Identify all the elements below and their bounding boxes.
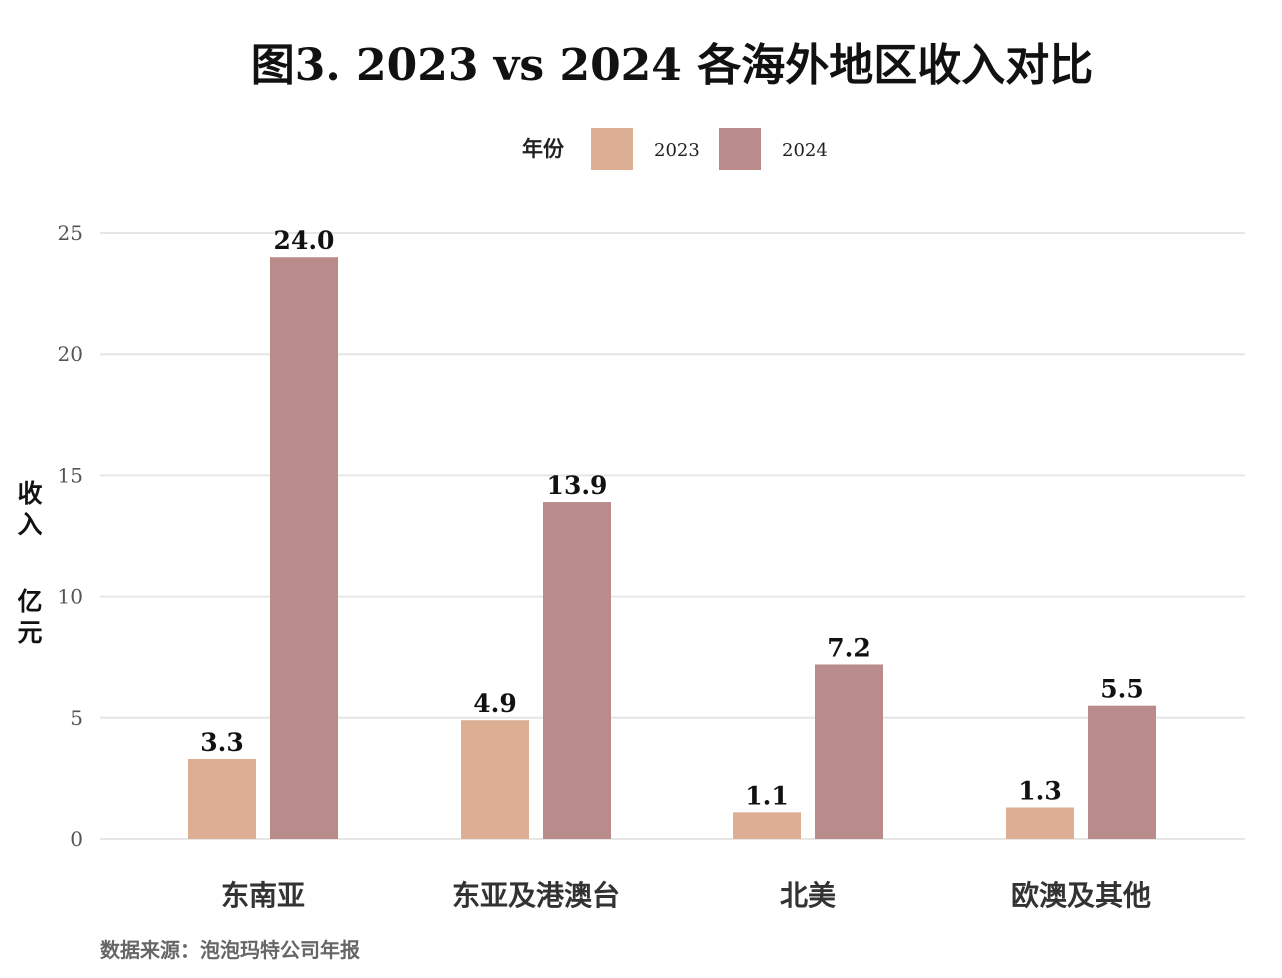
- data-label-2023-0: 3.3: [200, 728, 244, 757]
- chart-title: 图3. 2023 vs 2024 各海外地区收入对比: [251, 40, 1093, 91]
- data-labels: 3.3 4.9 1.1 1.3 24.0 13.9 7.2 5.5: [200, 226, 1144, 810]
- bar-2023-0: [188, 759, 256, 839]
- y-tick-label: 5: [70, 706, 83, 730]
- legend-title: 年份: [522, 136, 565, 161]
- bar-2024-0: [270, 257, 338, 839]
- y-axis-ticks: 0 5 10 15 20 25: [58, 221, 83, 851]
- legend-label-2023: 2023: [654, 140, 700, 161]
- legend-swatch-2024: [719, 128, 761, 170]
- data-label-2024-3: 5.5: [1100, 675, 1144, 704]
- y-tick-label: 15: [58, 463, 83, 487]
- y-axis-label-line-2: 亿元: [17, 587, 42, 647]
- data-label-2024-0: 24.0: [274, 226, 335, 255]
- data-label-2023-1: 4.9: [473, 689, 517, 718]
- y-tick-label: 0: [70, 827, 83, 851]
- x-tick-label: 东南亚: [221, 879, 305, 912]
- y-tick-label: 25: [58, 221, 83, 245]
- bar-2024-2: [815, 664, 883, 839]
- bars: [188, 257, 1156, 839]
- bar-2024-3: [1088, 705, 1156, 839]
- x-tick-label: 北美: [780, 879, 836, 912]
- x-axis-ticks: 东南亚 东亚及港澳台 北美 欧澳及其他: [221, 879, 1151, 912]
- legend-swatch-2023: [591, 128, 633, 170]
- y-tick-label: 10: [58, 585, 83, 609]
- x-tick-label: 欧澳及其他: [1011, 879, 1151, 912]
- bar-2023-2: [733, 812, 801, 839]
- y-axis-label-line-1: 收入: [17, 479, 42, 539]
- source-note: 数据来源：泡泡玛特公司年报: [100, 938, 360, 962]
- data-label-2024-1: 13.9: [547, 471, 608, 500]
- data-label-2024-2: 7.2: [827, 633, 871, 662]
- y-tick-label: 20: [58, 342, 83, 366]
- bar-2024-1: [543, 502, 611, 839]
- x-tick-label: 东亚及港澳台: [452, 879, 620, 912]
- legend-label-2024: 2024: [782, 140, 828, 161]
- bar-2023-1: [461, 720, 529, 839]
- legend: 年份 2023 2024: [522, 128, 828, 170]
- bar-2023-3: [1006, 807, 1074, 839]
- data-label-2023-3: 1.3: [1018, 776, 1062, 805]
- data-label-2023-2: 1.1: [745, 781, 789, 810]
